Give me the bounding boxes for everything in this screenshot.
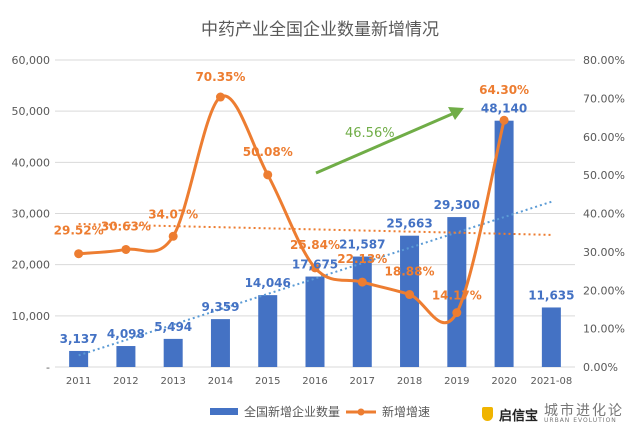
annotation-arrowhead bbox=[448, 107, 464, 120]
bar bbox=[258, 295, 278, 367]
bar bbox=[400, 235, 420, 367]
bar bbox=[494, 120, 514, 367]
x-tick: 2016 bbox=[302, 376, 327, 387]
growth-point bbox=[168, 231, 178, 241]
y-tick-right: 30.00% bbox=[583, 246, 625, 259]
y-tick-right: 40.00% bbox=[583, 208, 625, 221]
growth-label: 70.35% bbox=[195, 70, 245, 84]
y-tick-left: - bbox=[46, 361, 50, 374]
bar-label: 29,300 bbox=[434, 198, 480, 212]
logo-urban-evolution-cn: 城市进化论 bbox=[544, 403, 625, 419]
y-tick-left: 40,000 bbox=[12, 156, 51, 169]
x-tick: 2021-08 bbox=[530, 376, 572, 387]
bar-label: 14,046 bbox=[245, 276, 291, 290]
x-tick: 2014 bbox=[208, 376, 233, 387]
y-tick-right: 20.00% bbox=[583, 284, 625, 297]
bar-label: 48,140 bbox=[481, 102, 527, 116]
growth-point bbox=[121, 244, 131, 254]
logo-urban-evolution-en: URBAN EVOLUTION bbox=[544, 417, 617, 424]
annotation-label: 46.56% bbox=[345, 126, 395, 141]
x-tick: 2013 bbox=[160, 376, 185, 387]
growth-label: 18.88% bbox=[385, 265, 435, 279]
growth-label: 30.63% bbox=[101, 219, 151, 233]
legend-label-line: 新增增速 bbox=[382, 405, 431, 419]
bar-label: 11,635 bbox=[528, 288, 574, 302]
chart-title: 中药产业全国企业数量新增情况 bbox=[201, 20, 439, 40]
x-tick: 2020 bbox=[491, 376, 516, 387]
growth-label: 50.08% bbox=[243, 145, 293, 159]
bar bbox=[116, 346, 136, 367]
growth-point bbox=[215, 92, 225, 102]
growth-label: 22.13% bbox=[337, 252, 387, 266]
logo-urban-evolution: 城市进化论 URBAN EVOLUTION bbox=[544, 404, 624, 424]
y-tick-left: 20,000 bbox=[12, 259, 51, 272]
bar bbox=[352, 256, 372, 367]
growth-label: 34.07% bbox=[148, 207, 198, 221]
growth-point bbox=[405, 290, 415, 300]
y-tick-right: 70.00% bbox=[583, 92, 625, 105]
bar bbox=[210, 319, 230, 367]
bar-label: 5,494 bbox=[154, 320, 192, 334]
y-tick-right: 80.00% bbox=[583, 54, 625, 67]
legend-swatch-bar bbox=[210, 408, 238, 415]
bar-label: 25,663 bbox=[386, 217, 432, 231]
x-tick: 2011 bbox=[66, 376, 91, 387]
x-tick: 2017 bbox=[350, 376, 375, 387]
bar bbox=[163, 338, 183, 367]
growth-point bbox=[499, 115, 509, 125]
bar-label: 3,137 bbox=[60, 332, 98, 346]
x-tick: 2019 bbox=[444, 376, 469, 387]
growth-label: 25.84% bbox=[290, 238, 340, 252]
growth-point bbox=[310, 263, 320, 273]
growth-point bbox=[452, 308, 462, 318]
x-tick: 2018 bbox=[397, 376, 422, 387]
growth-label: 14.17% bbox=[432, 289, 482, 303]
bar-label: 21,587 bbox=[339, 238, 385, 252]
growth-trendline bbox=[78, 222, 552, 236]
legend-swatch-line bbox=[346, 408, 377, 415]
legend-label-bar: 全国新增企业数量 bbox=[244, 405, 341, 419]
y-tick-left: 10,000 bbox=[12, 310, 51, 323]
growth-label: 64.30% bbox=[479, 83, 529, 97]
growth-point bbox=[357, 277, 367, 287]
growth-label: 29.52% bbox=[54, 224, 104, 238]
annotation-arrow bbox=[315, 112, 453, 175]
y-tick-right: 0.00% bbox=[583, 361, 618, 374]
bar bbox=[447, 217, 467, 367]
brand-logos: 启信宝 城市进化论 URBAN EVOLUTION bbox=[482, 404, 624, 424]
bar-label: 9,359 bbox=[201, 300, 239, 314]
y-tick-right: 10.00% bbox=[583, 323, 625, 336]
bar bbox=[305, 276, 325, 367]
bar bbox=[69, 350, 89, 367]
x-tick: 2012 bbox=[113, 376, 138, 387]
y-tick-left: 30,000 bbox=[12, 208, 51, 221]
growth-point bbox=[74, 249, 84, 259]
bar-label: 4,098 bbox=[107, 327, 145, 341]
growth-point bbox=[263, 170, 273, 180]
x-tick: 2015 bbox=[255, 376, 280, 387]
y-tick-left: 60,000 bbox=[12, 54, 51, 67]
bar bbox=[541, 307, 561, 367]
bar-label: 17,675 bbox=[292, 258, 338, 272]
legend: 全国新增企业数量 新增增速 bbox=[210, 403, 430, 420]
shield-logo-icon bbox=[482, 407, 493, 421]
y-tick-right: 60.00% bbox=[583, 131, 625, 144]
y-tick-right: 50.00% bbox=[583, 169, 625, 182]
logo-qixinbao: 启信宝 bbox=[499, 408, 539, 424]
y-tick-left: 50,000 bbox=[12, 105, 51, 118]
